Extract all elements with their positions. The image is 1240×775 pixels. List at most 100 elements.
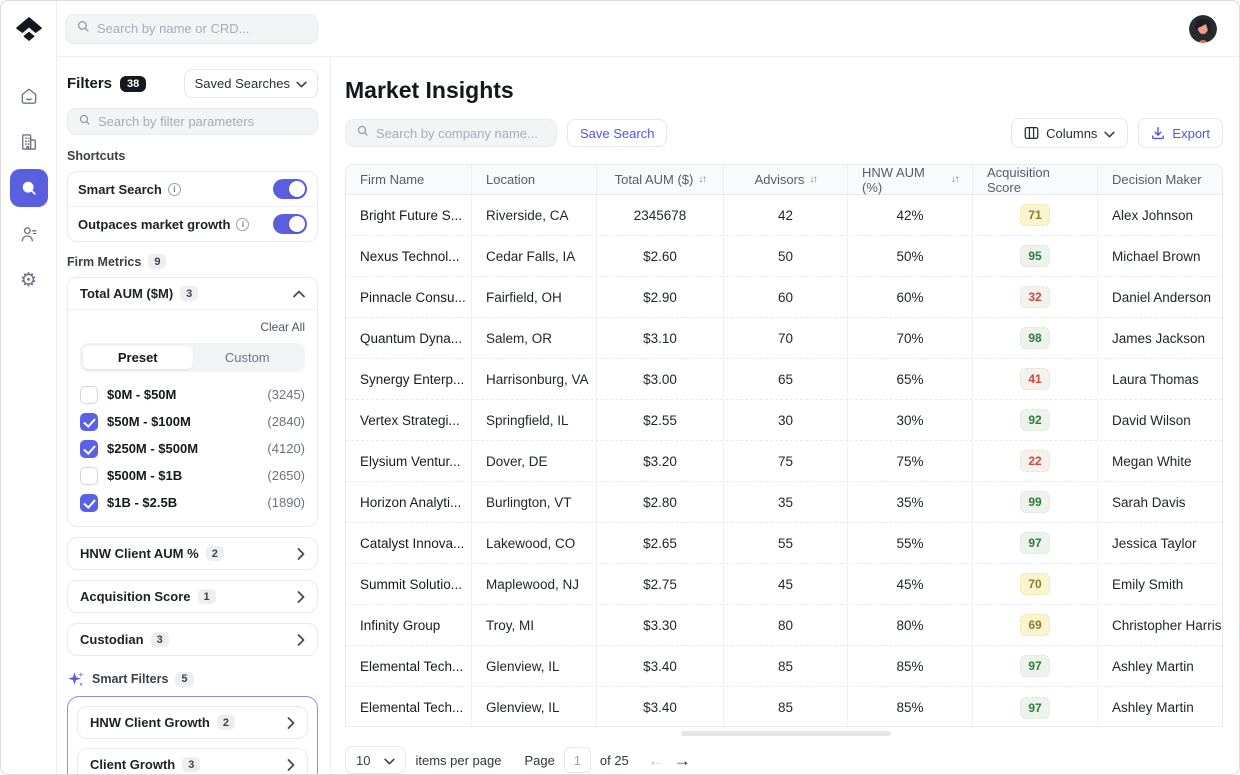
columns-button[interactable]: Columns <box>1011 118 1129 148</box>
nav-item-home[interactable] <box>10 77 48 115</box>
cell-firm-name: Quantum Dyna... <box>346 318 472 358</box>
global-search-input[interactable] <box>97 21 307 36</box>
filter-label: Acquisition Score <box>80 589 191 604</box>
cell-total-aum: $3.10 <box>597 318 724 358</box>
sort-icon[interactable]: ↓↑ <box>809 174 818 185</box>
info-icon[interactable] <box>167 182 181 196</box>
gear-icon: ⚙ <box>19 269 38 291</box>
cell-acquisition-score: 98 <box>973 318 1098 358</box>
checkbox[interactable] <box>80 493 98 512</box>
save-search-button[interactable]: Save Search <box>567 119 668 147</box>
shortcuts-card: Smart Search Outpaces market growth <box>67 171 318 242</box>
column-header-total-aum[interactable]: Total AUM ($) ↓↑ <box>597 165 724 194</box>
filter-client-growth[interactable]: Client Growth 3 <box>77 748 308 774</box>
table-row[interactable]: Synergy Enterp... Harrisonburg, VA $3.00… <box>346 359 1222 400</box>
column-header-advisors[interactable]: Advisors ↓↑ <box>724 165 848 194</box>
smart-filters-count-badge: 5 <box>175 671 194 687</box>
table-row[interactable]: Bright Future S... Riverside, CA 2345678… <box>346 195 1222 236</box>
column-header-acquisition-score[interactable]: Acquisition Score <box>973 165 1098 195</box>
checkbox[interactable] <box>80 385 98 404</box>
table-row[interactable]: Catalyst Innova... Lakewood, CO $2.65 55… <box>346 523 1222 564</box>
table-row[interactable]: Elysium Ventur... Dover, DE $3.20 75 75%… <box>346 441 1222 482</box>
checkbox[interactable] <box>80 439 98 458</box>
cell-hnw-aum: 70% <box>848 318 973 358</box>
filter-search[interactable] <box>67 108 318 135</box>
aum-option-row[interactable]: $1B - $2.5B (1890) <box>80 489 305 516</box>
next-page-arrow-icon[interactable]: → <box>673 750 691 770</box>
table-row[interactable]: Nexus Technol... Cedar Falls, IA $2.60 5… <box>346 236 1222 277</box>
cell-decision-maker: Ashley Martin <box>1112 658 1194 674</box>
aum-option-row[interactable]: $50M - $100M (2840) <box>80 408 305 435</box>
filter-search-input[interactable] <box>98 114 307 129</box>
filter-hnw-client-growth[interactable]: HNW Client Growth 2 <box>77 706 308 739</box>
nav-item-settings[interactable]: ⚙ <box>10 261 48 299</box>
chevron-right-icon <box>287 758 295 771</box>
table-row[interactable]: Elemental Tech... Glenview, IL $3.40 85 … <box>346 687 1222 727</box>
aum-option-row[interactable]: $250M - $500M (4120) <box>80 435 305 462</box>
option-label: $0M - $50M <box>107 387 177 402</box>
nav-item-search[interactable] <box>9 169 48 207</box>
score-badge: 92 <box>1020 409 1050 431</box>
cell-acquisition-score: 70 <box>973 564 1098 604</box>
global-search[interactable] <box>65 13 318 44</box>
tab-preset[interactable]: Preset <box>83 346 193 369</box>
column-header-decision-maker[interactable]: Decision Maker <box>1112 172 1202 187</box>
items-per-page-label: items per page <box>415 752 502 768</box>
nav-item-firms[interactable] <box>10 123 48 161</box>
column-header-hnw-aum[interactable]: HNW AUM (%) ↓↑ <box>848 165 973 195</box>
aum-option-row[interactable]: $0M - $50M (3245) <box>80 381 305 408</box>
cell-firm-name: Pinnacle Consu... <box>346 277 472 317</box>
cell-decision-maker: David Wilson <box>1112 412 1191 428</box>
filters-title: Filters <box>67 75 113 92</box>
nav-item-contacts[interactable] <box>10 215 48 253</box>
tab-custom[interactable]: Custom <box>224 350 270 365</box>
cell-acquisition-score: 97 <box>973 687 1098 727</box>
sort-icon[interactable]: ↓↑ <box>698 174 707 185</box>
info-icon[interactable] <box>236 217 250 231</box>
column-header-location[interactable]: Location <box>472 165 597 194</box>
cell-location: Cedar Falls, IA <box>472 236 597 276</box>
smart-search-toggle[interactable] <box>273 179 307 199</box>
table-row[interactable]: Elemental Tech... Glenview, IL $3.40 85 … <box>346 646 1222 687</box>
cell-total-aum: $2.80 <box>597 482 724 522</box>
current-page-input[interactable]: 1 <box>563 747 591 773</box>
outpaces-growth-toggle[interactable] <box>273 214 307 234</box>
column-header-firm-name[interactable]: Firm Name <box>346 165 472 194</box>
table-row[interactable]: Quantum Dyna... Salem, OR $3.10 70 70% 9… <box>346 318 1222 359</box>
table-row[interactable]: Pinnacle Consu... Fairfield, OH $2.90 60… <box>346 277 1222 318</box>
horizontal-scrollbar[interactable] <box>681 731 891 736</box>
cell-firm-name: Elemental Tech... <box>346 687 472 727</box>
cell-total-aum: $3.30 <box>597 605 724 645</box>
app-logo[interactable] <box>12 13 46 47</box>
checkbox[interactable] <box>80 412 98 431</box>
sort-icon[interactable]: ↓↑ <box>951 174 960 185</box>
previous-page-arrow-icon[interactable]: ← <box>647 750 665 770</box>
filter-custodian[interactable]: Custodian 3 <box>67 623 318 656</box>
aum-option-row[interactable]: $500M - $1B (2650) <box>80 462 305 489</box>
cell-hnw-aum: 65% <box>848 359 973 399</box>
clear-all-link[interactable]: Clear All <box>260 320 305 334</box>
filter-count-badge: 2 <box>216 715 236 730</box>
option-count: (1890) <box>267 495 305 510</box>
cell-location: Salem, OR <box>472 318 597 358</box>
filter-acquisition-score[interactable]: Acquisition Score 1 <box>67 580 318 613</box>
export-button[interactable]: Export <box>1138 118 1223 148</box>
user-avatar[interactable] <box>1189 14 1217 43</box>
table-row[interactable]: Infinity Group Troy, MI $3.30 80 80% 69 … <box>346 605 1222 646</box>
cell-location: Lakewood, CO <box>472 523 597 563</box>
table-row[interactable]: Vertex Strategi... Springfield, IL $2.55… <box>346 400 1222 441</box>
company-search-input[interactable] <box>376 125 546 141</box>
search-icon <box>76 19 90 38</box>
cell-acquisition-score: 92 <box>973 400 1098 440</box>
total-aum-header[interactable]: Total AUM ($M) 3 <box>68 278 317 309</box>
table-row[interactable]: Summit Solutio... Maplewood, NJ $2.75 45… <box>346 564 1222 605</box>
company-search[interactable] <box>345 119 557 147</box>
cell-total-aum: $3.40 <box>597 646 724 686</box>
checkbox[interactable] <box>80 466 98 485</box>
page-size-select[interactable]: 10 <box>345 746 407 774</box>
filter-hnw-client-aum[interactable]: HNW Client AUM % 2 <box>67 537 318 570</box>
saved-searches-button[interactable]: Saved Searches <box>183 69 318 98</box>
table-row[interactable]: Horizon Analyti... Burlington, VT $2.80 … <box>346 482 1222 523</box>
cell-advisors: 85 <box>724 646 848 686</box>
total-aum-filter-card: Total AUM ($M) 3 Clear All Preset Custom <box>67 277 318 527</box>
